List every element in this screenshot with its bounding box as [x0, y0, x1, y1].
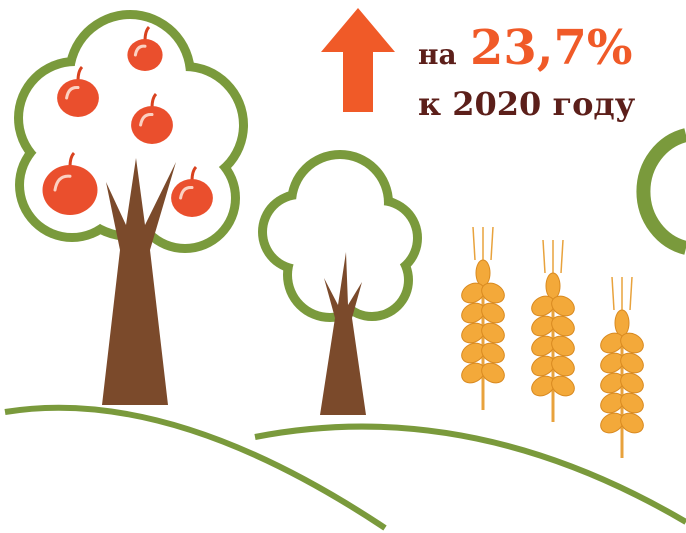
wheat-grain — [615, 310, 629, 336]
wheat-grain — [546, 273, 560, 299]
suffix: к 2020 году — [418, 85, 636, 123]
prefix: на — [418, 38, 457, 71]
apple-body — [57, 79, 99, 117]
apple-body — [127, 39, 162, 71]
value: 23,7% — [470, 20, 633, 76]
wheat-grain — [476, 260, 490, 286]
apple-body — [43, 165, 98, 215]
apple-body — [131, 106, 173, 144]
apple-body — [171, 179, 213, 217]
illustration: на 23,7% к 2020 году — [0, 0, 686, 533]
